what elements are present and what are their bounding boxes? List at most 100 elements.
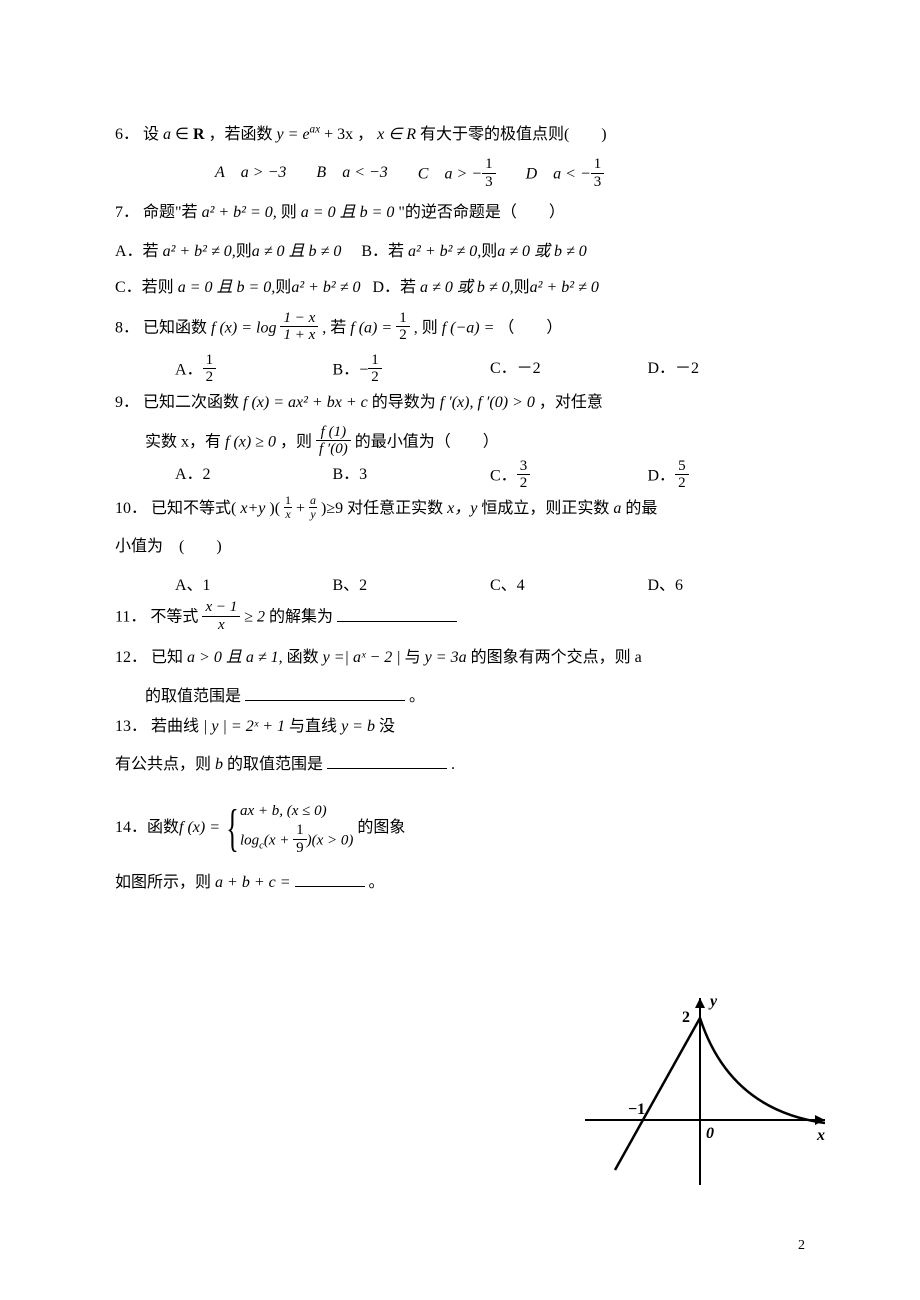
p9-l2m: ，则 [280,434,312,451]
p9-line2: 实数 x，有 f (x) ≥ 0 ，则 f (1)f ′(0) 的最小值为（ ） [115,426,805,460]
svg-text:0: 0 [706,1125,714,1142]
p9-optA: A．2 [175,460,333,494]
p8-m1: , 若 [322,319,346,336]
p8-Ad: 2 [203,369,217,386]
p10-num: 10． [115,500,147,517]
p8-options: A．12 B．−12 C．－2 D．－2 [115,354,805,388]
p10-f2n: a [309,494,317,508]
p11-ge: ≥ 2 [244,609,265,626]
p14-pre: 函数 [147,813,179,843]
p7-eq1: a² + b² = 0, [202,204,277,221]
p6-Alabel: A [215,164,225,181]
p7-Dmid: 则 [514,279,530,296]
p12-y2: y = 3a [425,649,467,666]
p9-Dd: 2 [675,475,689,492]
p10-optC: C、4 [490,571,648,601]
p14-piecewise: { ax + b, (x ≤ 0) logc(x + 19)(x > 0) [220,799,353,859]
p6-mid2: ， [357,126,373,143]
p7-Bmid: 则 [481,243,497,260]
p7-optC: C．若则 a = 0 且 b = 0,则a² + b² ≠ 0 [115,273,360,303]
p6-Dpre: a < − [553,166,591,183]
p6-Bval: a < −3 [342,164,388,181]
p6-num: 6． [115,126,139,143]
p6-Dden: 3 [591,174,605,191]
p9-Dp: D． [648,468,676,485]
svg-text:x: x [816,1127,825,1144]
p14-c2pre: log [240,833,259,849]
p7-num: 7． [115,204,139,221]
p10-options: A、1 B、2 C、4 D、6 [115,571,805,601]
p8-Bd: 2 [368,369,382,386]
p13-l2p: 有公共点，则 [115,756,211,773]
p6-optD: D a < −13 [526,158,605,192]
p8-fa: f (a) = [350,319,396,336]
p14-l2p: 如图所示，则 [115,874,211,891]
p13-b: b [215,756,223,773]
p8-m2: , 则 [414,319,438,336]
p14-c2n: 1 [293,822,307,840]
p8-optD: D．－2 [648,354,806,388]
p10-m2: )≥9 对任意正实数 [321,500,447,517]
p6-optC: C a > −13 [418,158,496,192]
p9-optD: D．52 [648,460,806,494]
p6-Dnum: 1 [591,156,605,174]
p8-Bn: 1 [368,352,382,370]
p8-fn: 1 − x [280,310,318,328]
p9-fprime: f ′(x), f ′(0) > 0 [440,394,535,411]
p6-Cden: 3 [482,174,496,191]
problem-9: 9． 已知二次函数 f (x) = ax² + bx + c 的导数为 f ′(… [115,388,805,418]
p8-num: 8． [115,319,139,336]
p6-optA: A a > −3 [215,158,286,192]
brace-icon: { [226,808,238,850]
p7-mid: 则 [281,204,297,221]
p12-m2: 与 [405,649,421,666]
p8-fneg: f (−a) = [442,319,499,336]
p6-mid1: ，若函数 [209,126,277,143]
p10-p1: 恒成立，则正实数 [481,500,613,517]
svg-text:y: y [708,993,718,1010]
p7-post: "的逆否命题是（ ） [398,204,565,221]
p8-fd: 1 + x [280,327,318,344]
p7-eq2: a = 0 且 b = 0 [301,204,395,221]
p9-cond: f (x) ≥ 0 [225,434,276,451]
p9-m1: 的导数为 [372,394,436,411]
p7-Deq2: a² + b² ≠ 0 [530,279,599,296]
p7-optsCD: C．若则 a = 0 且 b = 0,则a² + b² ≠ 0 D．若 a ≠ … [115,273,805,303]
p6-Aval: a > −3 [241,164,287,181]
p6-tail: + 3x [320,126,353,143]
p10-optB: B、2 [333,571,491,601]
p10-xy: x+y [240,500,265,517]
p12-l2p: 的取值范围是 [145,688,241,705]
p9-m2: ，对任意 [539,394,603,411]
p11-fd: x [202,617,240,634]
p10-optA: A、1 [175,571,333,601]
p6-sup: ax [310,124,321,136]
problem-11: 11． 不等式 x − 1x ≥ 2 的解集为 [115,601,805,635]
p7-Deq1: a ≠ 0 或 b ≠ 0, [420,279,514,296]
graph-svg: yx02−1 [580,990,830,1190]
p12-l2post: 。 [409,688,425,705]
p13-line2: 有公共点，则 b 的取值范围是 . [115,750,805,780]
p12-pre: 已知 [151,649,183,666]
p6-R: R [193,126,205,143]
p12-line2: 的取值范围是 。 [115,682,805,712]
p14-flhs: f (x) = [179,813,220,843]
p11-num: 11． [115,609,146,626]
p8-optC: C．－2 [490,354,648,388]
p13-pre: 若曲线 [151,718,199,735]
problem-13: 13． 若曲线 | y | = 2ˣ + 1 与直线 y = b 没 [115,712,805,742]
p9-pre: 已知二次函数 [143,394,243,411]
p12-p1: 的图象有两个交点，则 a [471,649,642,666]
p8-fad: 2 [396,327,410,344]
page: 6． 设 a ∈ R ，若函数 y = eax + 3x ， x ∈ R 有大于… [0,0,920,1300]
p13-mid: 与直线 [289,718,341,735]
page-number: 2 [798,1233,805,1260]
p8-Bneg: − [359,361,368,378]
problem-10: 10． 已知不等式( x+y )( 1x + ay )≥9 对任意正实数 x，y… [115,494,805,524]
p8-fan: 1 [396,310,410,328]
p7-optA: A．若 a² + b² ≠ 0,则a ≠ 0 且 b ≠ 0 [115,237,341,267]
p11-fn: x − 1 [202,599,240,617]
p13-l2post: . [451,756,455,773]
p9-l2p: 实数 x，有 [145,434,225,451]
p9-Cp: C． [490,468,517,485]
